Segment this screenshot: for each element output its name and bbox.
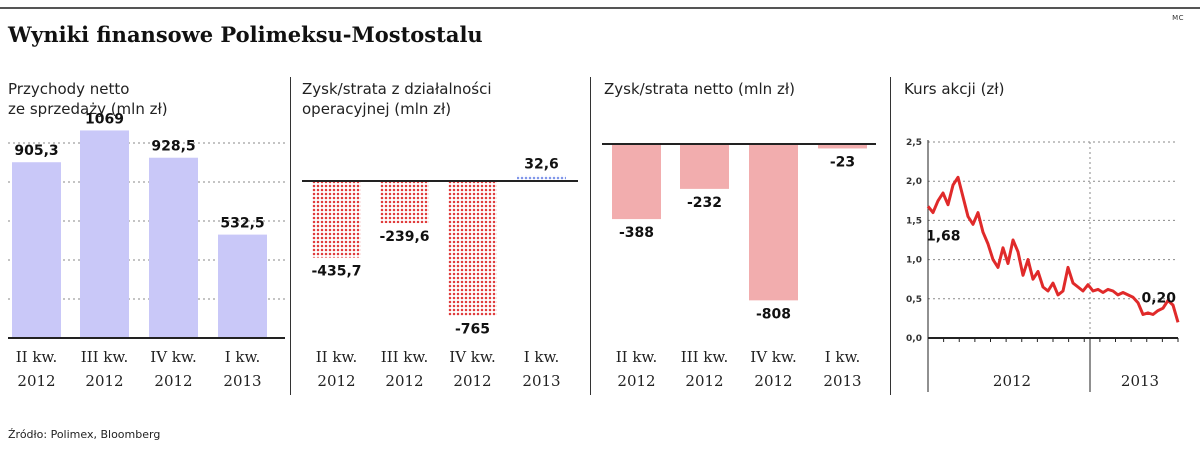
operating-bar xyxy=(517,175,566,181)
panel-title-operating: Zysk/strata z działalności operacyjnej (… xyxy=(302,79,492,119)
data-label: -23 xyxy=(830,154,855,170)
category-label: II kw. xyxy=(316,348,358,366)
data-label: 928,5 xyxy=(151,139,195,155)
category-label: 2012 xyxy=(17,372,55,390)
category-label: III kw. xyxy=(81,348,128,366)
panel-title-revenue-line2: ze sprzedaży (mln zł) xyxy=(8,100,168,118)
panel-title-price: Kurs akcji (zł) xyxy=(904,79,1004,99)
net-bar xyxy=(612,144,661,220)
category-label: IV kw. xyxy=(750,348,796,366)
revenue-bar xyxy=(149,157,198,338)
page-title: Wyniki finansowe Polimeksu-Mostostalu xyxy=(8,22,483,47)
net-bar xyxy=(749,144,798,301)
category-label: 2013 xyxy=(522,372,560,390)
category-label: I kw. xyxy=(825,348,861,366)
category-label: I kw. xyxy=(225,348,261,366)
data-label: 1069 xyxy=(85,111,124,127)
category-label: 2012 xyxy=(754,372,792,390)
panel-divider xyxy=(590,77,591,395)
category-label: 2013 xyxy=(223,372,261,390)
category-label: 2013 xyxy=(823,372,861,390)
data-label: -765 xyxy=(455,321,490,337)
category-label: 2012 xyxy=(317,372,355,390)
category-label: IV kw. xyxy=(449,348,495,366)
price-line xyxy=(926,175,1180,323)
top-rule xyxy=(0,7,1200,9)
panel-divider xyxy=(890,77,891,395)
author-tag: MC xyxy=(1172,14,1184,22)
category-label: 2012 xyxy=(453,372,491,390)
category-label: 2012 xyxy=(685,372,723,390)
y-tick-label: 2,5 xyxy=(906,138,922,148)
panel-title-operating-line2: operacyjnej (mln zł) xyxy=(302,100,452,118)
y-tick-label: 1,5 xyxy=(906,216,922,226)
x-axis-label: 2012 xyxy=(993,372,1031,390)
data-label: 532,5 xyxy=(220,216,264,232)
net-bar xyxy=(680,144,729,189)
category-label: I kw. xyxy=(524,348,560,366)
panel-divider xyxy=(290,77,291,395)
category-label: 2012 xyxy=(154,372,192,390)
annotation-label: 0,20 xyxy=(1141,290,1176,306)
annotation-label: 1,68 xyxy=(926,228,961,244)
data-label: -435,7 xyxy=(311,264,361,280)
revenue-bar xyxy=(80,130,129,338)
category-label: 2012 xyxy=(385,372,423,390)
operating-bar xyxy=(312,181,361,258)
category-label: III kw. xyxy=(381,348,428,366)
net-bar xyxy=(818,144,867,149)
category-label: 2012 xyxy=(617,372,655,390)
operating-bar xyxy=(380,181,429,224)
panel-title-net-line1: Zysk/strata netto (mln zł) xyxy=(604,80,795,98)
panel-title-revenue-line1: Przychody netto xyxy=(8,80,130,98)
panel-title-operating-line1: Zysk/strata z działalności xyxy=(302,80,492,98)
y-tick-label: 0,5 xyxy=(906,295,922,305)
data-label: 32,6 xyxy=(524,156,559,172)
revenue-bar xyxy=(218,234,267,338)
category-label: II kw. xyxy=(16,348,58,366)
y-tick-label: 0,0 xyxy=(906,334,922,344)
panel-title-price-line1: Kurs akcji (zł) xyxy=(904,80,1005,98)
y-tick-label: 2,0 xyxy=(906,177,922,187)
y-tick-label: 1,0 xyxy=(906,256,922,266)
data-label: 905,3 xyxy=(14,143,58,159)
category-label: 2012 xyxy=(85,372,123,390)
panel-title-revenue: Przychody netto ze sprzedaży (mln zł) xyxy=(8,79,168,119)
x-axis-label: 2013 xyxy=(1121,372,1159,390)
operating-bar xyxy=(448,181,497,316)
revenue-bar xyxy=(12,162,61,338)
data-label: -808 xyxy=(756,306,791,322)
source-note: Źródło: Polimex, Bloomberg xyxy=(8,428,161,441)
category-label: III kw. xyxy=(681,348,728,366)
data-label: -388 xyxy=(619,225,654,241)
category-label: II kw. xyxy=(616,348,658,366)
data-label: -232 xyxy=(687,195,722,211)
category-label: IV kw. xyxy=(150,348,196,366)
panel-title-net: Zysk/strata netto (mln zł) xyxy=(604,79,795,99)
data-label: -239,6 xyxy=(379,229,429,245)
